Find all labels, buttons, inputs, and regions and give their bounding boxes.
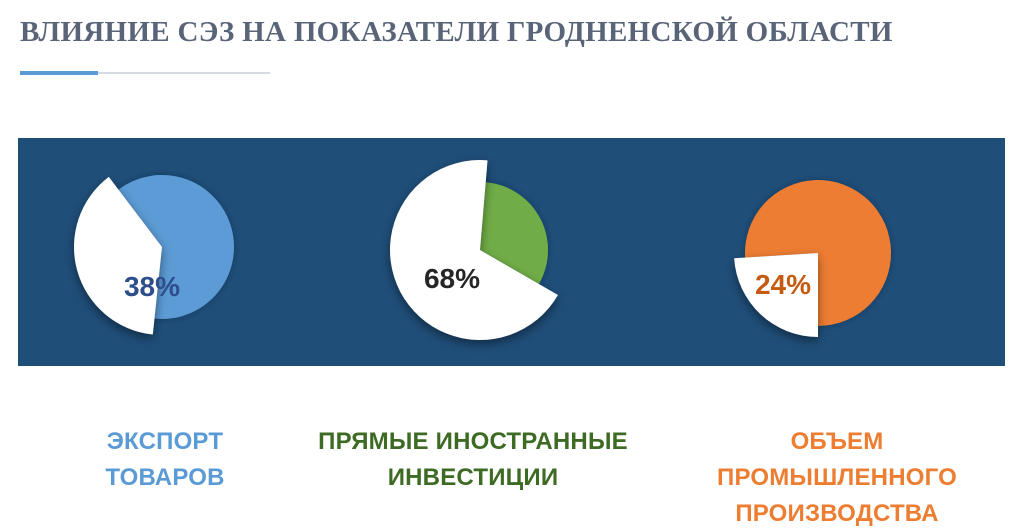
- caption-fdi: ПРЯМЫЕ ИНОСТРАННЫЕ ИНВЕСТИЦИИ: [308, 424, 638, 496]
- caption-export-line2: ТОВАРОВ: [105, 464, 225, 491]
- pie-slice-value-industrial-output: [734, 253, 818, 337]
- pie-slice-rest-export: [118, 175, 234, 319]
- caption-export-line1: ЭКСПОРТ: [106, 428, 224, 455]
- caption-fdi-line2: ИНВЕСТИЦИИ: [387, 464, 559, 491]
- pie-slice-value-export: [74, 176, 162, 335]
- pie-value-label-export: 38%: [124, 271, 180, 302]
- title-underline-accent: [20, 71, 98, 75]
- caption-fdi-line1: ПРЯМЫЕ ИНОСТРАННЫЕ: [318, 428, 628, 455]
- caption-industrial-output: ОБЪЕМ ПРОМЫШЛЕННОГО ПРОИЗВОДСТВА: [672, 424, 1002, 532]
- caption-export: ЭКСПОРТ ТОВАРОВ: [0, 424, 330, 496]
- title-underline: [20, 72, 270, 74]
- pie-value-label-fdi: 68%: [424, 263, 480, 294]
- caption-industrial-output-line2: ПРОИЗВОДСТВА: [735, 500, 939, 527]
- pie-slice-rest-fdi: [480, 182, 548, 284]
- page-title: ВЛИЯНИЕ СЭЗ НА ПОКАЗАТЕЛИ ГРОДНЕНСКОЙ ОБ…: [20, 16, 893, 48]
- pie-value-label-industrial-output: 24%: [755, 269, 811, 300]
- caption-industrial-output-line1: ОБЪЕМ ПРОМЫШЛЕННОГО: [717, 428, 957, 491]
- pie-slice-value-fdi: [389, 160, 558, 340]
